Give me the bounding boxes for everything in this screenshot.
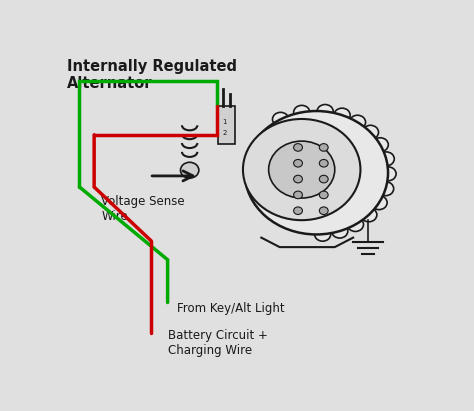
Text: 1: 1 — [222, 119, 227, 125]
Circle shape — [293, 143, 302, 151]
Circle shape — [372, 138, 388, 152]
Circle shape — [243, 119, 360, 220]
Text: Battery Circuit +
Charging Wire: Battery Circuit + Charging Wire — [168, 329, 267, 358]
Circle shape — [378, 152, 394, 166]
Circle shape — [319, 159, 328, 167]
Circle shape — [334, 108, 350, 122]
Circle shape — [380, 167, 396, 181]
Bar — [218, 106, 235, 144]
Circle shape — [273, 112, 289, 126]
Circle shape — [269, 141, 335, 198]
Circle shape — [293, 175, 302, 183]
Circle shape — [363, 125, 379, 139]
Text: 2: 2 — [222, 130, 227, 136]
Circle shape — [245, 111, 388, 234]
Circle shape — [319, 191, 328, 199]
Circle shape — [319, 175, 328, 183]
Circle shape — [332, 224, 348, 238]
Circle shape — [317, 104, 333, 118]
Text: Internally Regulated
Alternator: Internally Regulated Alternator — [66, 59, 237, 91]
Circle shape — [315, 227, 331, 241]
Circle shape — [293, 191, 302, 199]
Circle shape — [293, 159, 302, 167]
Circle shape — [377, 182, 394, 196]
Text: Voltage Sense
Wire: Voltage Sense Wire — [101, 195, 185, 223]
Circle shape — [347, 217, 364, 231]
Circle shape — [293, 105, 310, 119]
Text: From Key/Alt Light: From Key/Alt Light — [177, 302, 284, 316]
Circle shape — [319, 143, 328, 151]
Circle shape — [293, 207, 302, 215]
Circle shape — [361, 208, 377, 222]
Circle shape — [349, 115, 365, 129]
Circle shape — [319, 207, 328, 215]
Circle shape — [181, 162, 199, 178]
Circle shape — [371, 196, 387, 210]
